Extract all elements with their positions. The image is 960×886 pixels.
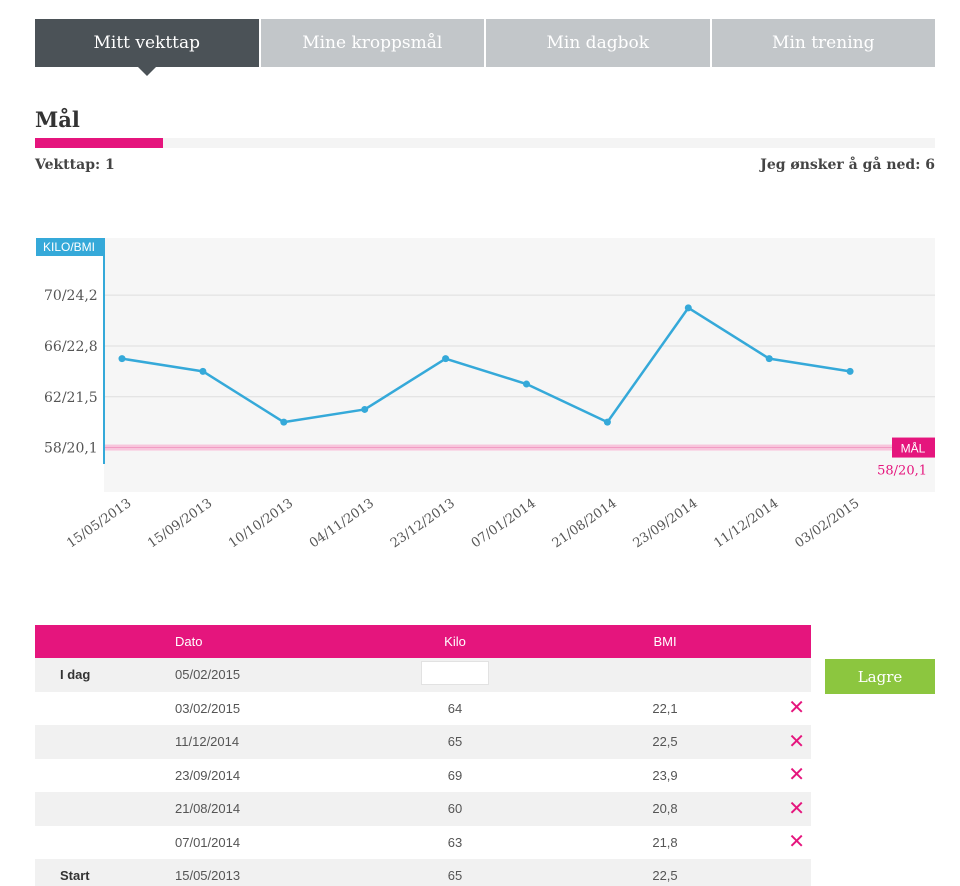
row-kilo: 65 <box>447 734 463 750</box>
kilo-input[interactable] <box>421 661 489 686</box>
y-tick-label: 62/21,5 <box>44 390 98 406</box>
weight-series-line <box>121 306 851 424</box>
x-tick-label: 15/05/2013 <box>64 496 134 551</box>
row-bmi: 20,8 <box>652 801 678 817</box>
y-axis-label-bg <box>36 238 103 256</box>
table-row: Start 15/05/2013 65 22,5 <box>35 859 811 886</box>
y-tick-label: 70/24,2 <box>44 288 98 304</box>
row-kilo: 65 <box>447 868 463 884</box>
header-kilo: Kilo <box>444 634 466 649</box>
row-kilo: 69 <box>447 767 463 783</box>
delete-icon[interactable]: ✕ <box>788 697 805 720</box>
y-axis-label: KILO/BMI <box>43 240 95 254</box>
x-tick-label: 07/01/2014 <box>469 496 539 551</box>
goal-tag <box>892 437 935 458</box>
x-tick-label: 21/08/2014 <box>550 496 620 551</box>
table-row: 07/01/2014 63 21,8 ✕ <box>35 826 811 860</box>
table-row: 23/09/2014 69 23,9 ✕ <box>35 759 811 793</box>
x-tick-label: 10/10/2013 <box>226 496 296 551</box>
table-row: 21/08/2014 60 20,8 ✕ <box>35 792 811 826</box>
tab-min-trening[interactable]: Min trening <box>711 19 935 67</box>
x-tick-label: 11/12/2014 <box>712 496 782 551</box>
delete-icon[interactable]: ✕ <box>788 764 805 787</box>
row-bmi: 22,5 <box>652 734 678 750</box>
table-header: Dato Kilo BMI <box>35 625 811 658</box>
data-point <box>765 355 773 363</box>
table-row: 11/12/2014 65 22,5 ✕ <box>35 725 811 759</box>
weight-loss-label: Vekttap: 1 <box>35 157 115 173</box>
goal-tag-text: MÅL <box>901 441 926 456</box>
x-tick-label: 23/12/2013 <box>388 496 458 551</box>
today-date: 05/02/2015 <box>175 667 241 683</box>
x-tick-label: 04/11/2013 <box>307 496 377 551</box>
x-tick-label: 23/09/2014 <box>631 496 701 551</box>
row-bmi: 21,8 <box>652 834 678 850</box>
weight-chart-svg: 70/24,2 66/22,8 62/21,5 58/20,1 MÅL 58/20,1 KI… <box>36 238 935 551</box>
row-bmi: 23,9 <box>652 767 678 783</box>
today-label: I dag <box>60 667 91 683</box>
data-point <box>118 355 126 363</box>
row-kilo: 63 <box>447 834 463 850</box>
row-date: 03/02/2015 <box>175 700 241 716</box>
goal-progress-fill <box>35 138 163 148</box>
header-bmi: BMI <box>653 634 677 649</box>
row-label: Start <box>60 868 90 884</box>
save-button[interactable]: Lagre <box>825 659 935 694</box>
goal-title: Mål <box>35 107 80 132</box>
row-date: 07/01/2014 <box>175 834 241 850</box>
row-date: 21/08/2014 <box>175 801 241 817</box>
goal-progress-bar <box>35 138 935 148</box>
row-date: 23/09/2014 <box>175 767 241 783</box>
data-point <box>361 405 369 413</box>
data-point <box>684 304 692 312</box>
delete-icon[interactable]: ✕ <box>788 831 805 854</box>
data-point <box>523 380 530 388</box>
row-date: 15/05/2013 <box>175 868 241 884</box>
target-loss-label: Jeg ønsker å gå ned: 6 <box>760 157 935 173</box>
today-row: I dag 05/02/2015 <box>35 658 811 692</box>
x-tick-label: 15/09/2013 <box>145 496 215 551</box>
tab-bar: Mitt vekttap Mine kroppsmål Min dagbok M… <box>35 19 935 76</box>
table-row: 03/02/2015 64 22,1 ✕ <box>35 692 811 726</box>
delete-icon[interactable]: ✕ <box>788 730 805 753</box>
today-kilo-cell <box>335 661 575 688</box>
row-kilo: 64 <box>447 700 463 716</box>
y-tick-label: 58/20,1 <box>44 441 98 457</box>
tab-min-dagbok[interactable]: Min dagbok <box>486 19 710 67</box>
weight-chart: 70/24,2 66/22,8 62/21,5 58/20,1 MÅL 58/20,1 KI… <box>0 230 960 570</box>
x-tick-label: 03/02/2015 <box>792 496 862 551</box>
tab-mine-kroppsmal[interactable]: Mine kroppsmål <box>260 19 484 67</box>
row-date: 11/12/2014 <box>175 734 240 750</box>
row-bmi: 22,5 <box>652 868 678 884</box>
y-tick-label: 66/22,8 <box>44 339 98 355</box>
data-point <box>280 418 288 426</box>
row-bmi: 22,1 <box>652 700 678 716</box>
tab-mitt-vekttap[interactable]: Mitt vekttap <box>35 19 259 76</box>
row-kilo: 60 <box>447 801 463 817</box>
weight-table: Dato Kilo BMI I dag 05/02/2015 03/02/201… <box>35 625 811 886</box>
data-point <box>603 418 611 426</box>
data-point <box>199 367 207 375</box>
data-point <box>846 367 854 375</box>
header-date: Dato <box>175 634 203 649</box>
delete-icon[interactable]: ✕ <box>788 797 805 820</box>
goal-value-label: 58/20,1 <box>877 464 927 479</box>
data-point <box>442 355 450 363</box>
